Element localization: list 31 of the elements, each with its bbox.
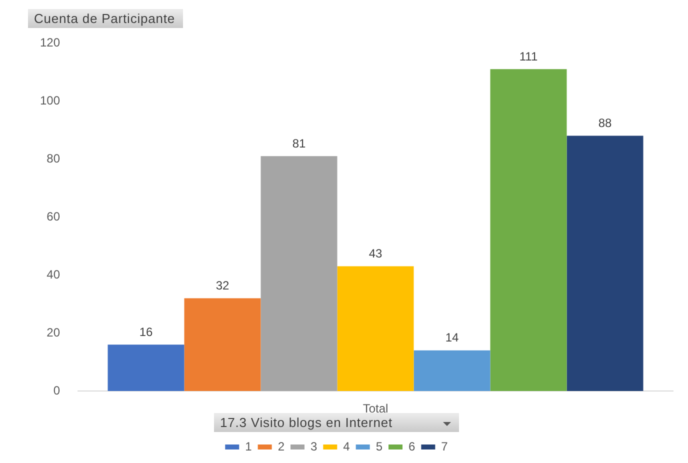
legend-label: 4 [343, 439, 350, 454]
data-label: 14 [445, 330, 459, 345]
data-label: 111 [519, 49, 538, 64]
legend-label: 5 [376, 439, 383, 454]
bar [108, 344, 184, 391]
bar [490, 69, 567, 391]
legend-title: 17.3 Visito blogs en Internet [220, 415, 393, 430]
y-axis-title: Cuenta de Participante [28, 9, 184, 28]
data-label: 43 [368, 246, 382, 261]
bar [566, 136, 644, 391]
bar [414, 350, 490, 391]
legend-label: 7 [441, 439, 448, 454]
y-tick-label: 20 [46, 325, 60, 340]
data-label: 88 [598, 116, 612, 130]
y-tick-label: 80 [46, 151, 60, 166]
data-label: 81 [292, 136, 306, 150]
y-tick-label: 100 [40, 93, 60, 108]
bar [184, 298, 261, 391]
data-label: 16 [139, 324, 153, 339]
y-tick-label: 0 [53, 383, 60, 398]
data-label: 32 [216, 278, 230, 293]
bar [260, 156, 338, 391]
legend-label: 6 [408, 439, 416, 454]
bar [337, 266, 414, 391]
legend-label: 1 [245, 439, 252, 454]
legend-label: 3 [310, 439, 318, 454]
legend-label: 2 [278, 439, 285, 454]
x-tick-label: Total [362, 402, 388, 416]
y-tick-label: 120 [40, 35, 60, 50]
y-tick-label: 40 [46, 267, 60, 282]
y-tick-label: 60 [46, 209, 60, 224]
